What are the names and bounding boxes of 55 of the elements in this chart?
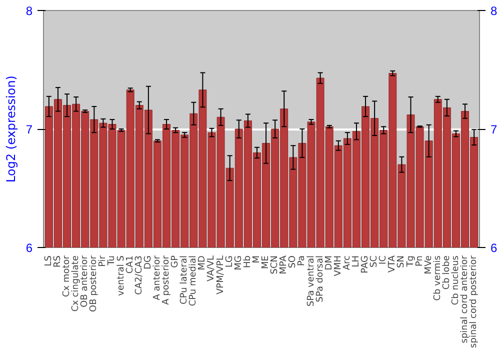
x-tick-label: DM [324, 255, 334, 270]
x-tick-label: VTA [388, 254, 398, 273]
x-tick-label: Hb [242, 255, 253, 268]
x-tick-label: Cb vermis [432, 255, 443, 301]
x-tick-label: Tu [107, 255, 118, 266]
x-tick-label: ventral S [116, 255, 126, 296]
x-tick-label: IC [378, 255, 389, 264]
x-tick-label: Cx motor [62, 255, 72, 297]
x-tick-label: SCN [270, 255, 280, 274]
x-tick-label: MVe [424, 255, 434, 274]
x-tick-label: MD [198, 255, 208, 270]
y-tick-label: 6 [26, 241, 33, 255]
x-tick-label: LS [44, 255, 54, 266]
x-tick-label: Cx cingulate [71, 255, 82, 312]
x-tick-label: MPA [279, 254, 290, 274]
x-tick-label: SO [288, 256, 298, 268]
y-tick-label: 8 [26, 4, 33, 18]
x-tick-label: CPu medial [188, 255, 199, 306]
x-tick-label: RS [52, 255, 63, 268]
x-tick-label: SPa ventral [306, 255, 316, 306]
y-tick-label: 7 [26, 122, 33, 136]
x-tick-label: LH [351, 255, 362, 268]
x-tick-label: A anterior [152, 255, 162, 300]
x-tick-label: CPu lateral [180, 255, 190, 304]
x-tick-label: DG [143, 255, 154, 270]
x-tick-label: CA2/CA3 [134, 255, 144, 295]
y2-tick-label: 8 [490, 4, 498, 18]
x-tick-label: VMH [333, 255, 344, 276]
x-tick-label: VPM/VPL [216, 255, 226, 294]
x-tick-label: Arc [342, 255, 352, 270]
x-tick-label: ME [261, 255, 272, 269]
x-tick-label: Pn [414, 255, 425, 266]
x-tick-label: Tg [406, 255, 416, 268]
x-tick-label: SPa dorsal [315, 255, 326, 302]
x-tick-label: SN [396, 255, 407, 268]
x-tick-label: A posterior [162, 255, 172, 305]
x-tick-label: PAG [360, 255, 371, 274]
y2-tick-label: 6 [490, 241, 498, 255]
x-tick-label: SC [370, 255, 380, 268]
x-tick-label: MG [234, 255, 244, 270]
x-tick-label: GP [170, 254, 181, 268]
x-tick-label: Pa [297, 255, 308, 266]
x-tick-label: Cb lobe [442, 255, 452, 290]
x-tick-label: Cb nucleus [450, 255, 461, 306]
y-axis-title: Log2 (expression) [4, 76, 18, 182]
x-tick-label: LG [224, 255, 235, 268]
x-tick-label: Pir [98, 255, 108, 267]
x-tick-label: OB anterior [80, 255, 90, 308]
x-tick-label: VA/VL [206, 255, 217, 282]
x-tick-label: spinal cord anterior [460, 255, 470, 344]
y2-tick-label: 7 [490, 122, 498, 136]
x-tick-label: OB posterior [89, 255, 100, 312]
x-tick-label: CA1 [125, 255, 136, 274]
x-tick-label: spinal cord posterior [469, 255, 480, 348]
x-tick-label: M [252, 256, 262, 264]
